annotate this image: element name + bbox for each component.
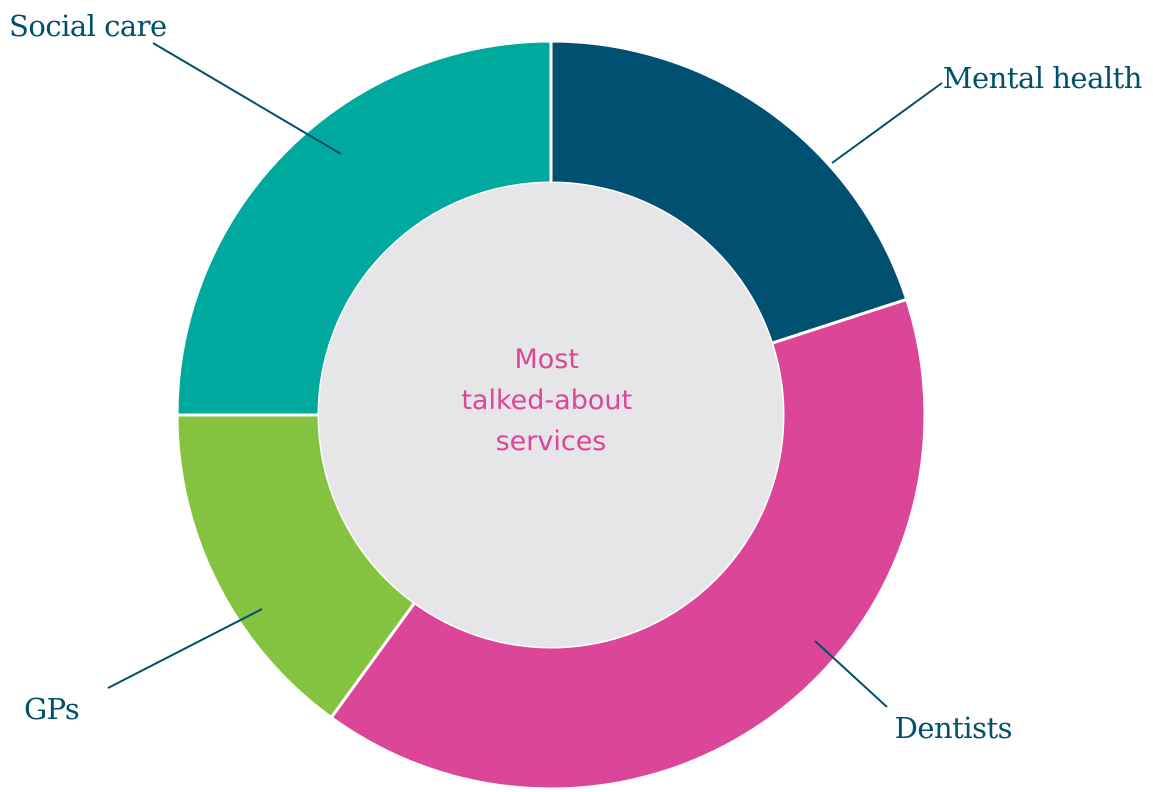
leader-line-gps [107,608,263,689]
center-title-line-1: Most [514,344,578,375]
center-title-line-2: talked-about [461,385,632,416]
donut-slices [175,39,927,791]
leader-lines [107,42,943,708]
label-social-care: Social care [9,9,167,43]
leader-line-dentists [814,640,888,708]
center-title-line-3: services [496,426,607,457]
center-title: Most talked-about services [461,344,640,457]
slice-labels: Mental health Dentists GPs Social care [9,9,1143,745]
label-dentists: Dentists [895,711,1012,745]
leader-line-social-care [152,42,342,155]
leader-line-mental-health [831,82,943,164]
label-gps: GPs [24,692,79,726]
label-mental-health: Mental health [943,61,1142,95]
donut-center [319,183,783,647]
